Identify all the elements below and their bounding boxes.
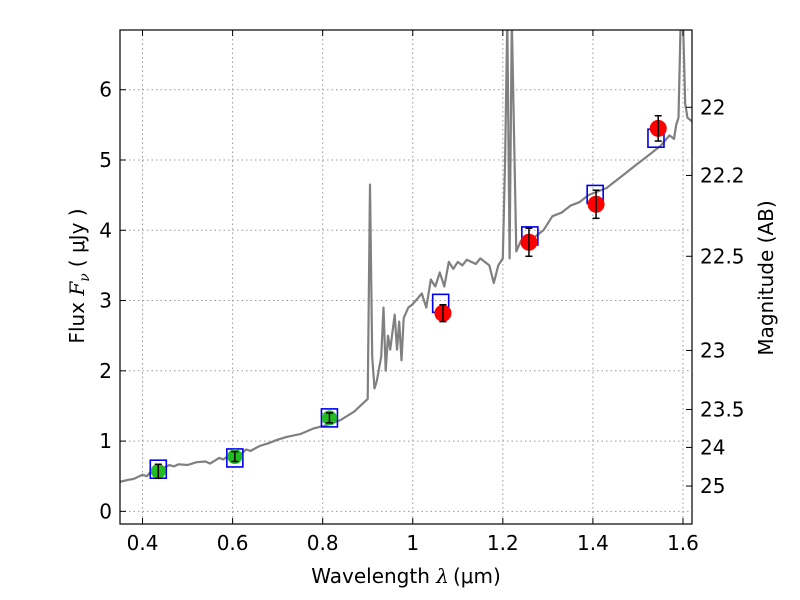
y2-tick-label: 22.5 [700,244,745,268]
error-bar [592,189,600,220]
error-bar [654,114,662,142]
y-axis-label: Flux Fν( μJy ) [65,208,93,343]
ticks: 0.4 0.6 0.8 1 1.2 1.4 1.601234562222.222.52323… [99,30,745,555]
model-square [320,408,339,428]
x-tick-label: 1 [406,531,419,555]
error-bar [525,227,533,258]
x-tick-label: 1.6 [667,531,699,555]
y2-tick-label: 23.5 [700,397,745,421]
x-tick-label: 0.4 [127,531,159,555]
y2-tick-label: 24 [700,435,725,459]
y2-axis-label: Magnitude (AB) [754,200,778,355]
x-tick-label: 1.2 [487,531,519,555]
y-tick-label: 3 [99,289,112,313]
model-square [226,448,244,468]
error-bar [231,450,239,463]
x-tick-label: 0.8 [307,531,339,555]
plot-frame [119,29,693,525]
x-tick-label: 1.4 [577,531,609,555]
model-photometry [149,128,665,479]
y-tick-label: 5 [99,148,112,172]
error-bar [439,304,447,323]
spectrum-line [120,30,692,483]
grid [120,30,692,524]
y-tick-label: 6 [99,78,112,102]
error-bar [154,463,162,480]
photometry-points [150,114,667,480]
y2-tick-label: 25 [700,474,725,498]
y-tick-label: 1 [99,429,112,453]
y-tick-label: 2 [99,359,112,383]
error-bar [325,412,333,424]
y2-tick-label: 22 [700,95,725,119]
y-tick-label: 0 [99,499,112,523]
y2-tick-label: 23 [700,338,725,362]
spectrum-layer [120,30,692,483]
y2-tick-label: 22.2 [700,163,745,187]
y-tick-label: 4 [99,218,112,242]
x-axis-label: Wavelength λ (μm) [311,564,501,588]
x-tick-label: 0.6 [217,531,249,555]
